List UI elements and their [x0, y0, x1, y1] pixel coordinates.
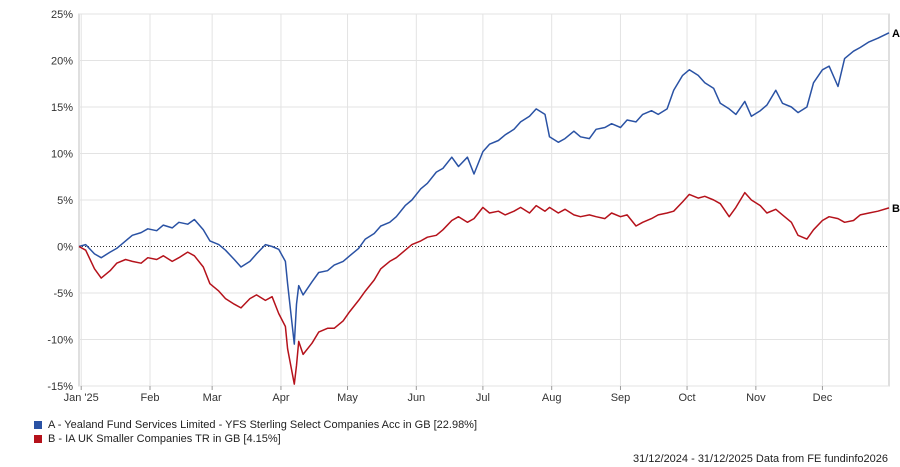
legend-label-a: A - Yealand Fund Services Limited - YFS …	[48, 419, 478, 431]
chart-footer: 31/12/2024 - 31/12/2025 Data from FE fun…	[632, 453, 888, 465]
legend-item-b: B - IA UK Smaller Companies TR in GB [4.…	[34, 432, 477, 446]
y-tick-label: -10%	[47, 335, 73, 347]
y-tick-label: 0%	[57, 242, 73, 254]
x-tick-label: May	[337, 392, 358, 404]
x-tick-label: Mar	[203, 392, 222, 404]
y-tick-label: 15%	[51, 102, 73, 114]
performance-line-chart: -15% -10% -5% 0% 5% 10% 15% 20% 25% Jan '25 Feb Mar…	[47, 9, 900, 404]
series-line-b	[78, 191, 890, 385]
x-tick-label: Jun	[407, 392, 425, 404]
x-tick-label: Feb	[141, 392, 160, 404]
x-tick-label: Jan '25	[64, 392, 99, 404]
chart-legend: A - Yealand Fund Services Limited - YFS …	[34, 418, 477, 446]
y-tick-label: 25%	[51, 9, 73, 21]
legend-item-a: A - Yealand Fund Services Limited - YFS …	[34, 418, 477, 432]
legend-swatch-a	[34, 421, 42, 429]
y-tick-label: 5%	[57, 195, 73, 207]
x-tick-label: Jul	[476, 392, 490, 404]
y-tick-label: -15%	[47, 381, 73, 393]
y-tick-label: 20%	[51, 56, 73, 68]
x-tick-label: Oct	[678, 392, 695, 404]
legend-label-b: B - IA UK Smaller Companies TR in GB [4.…	[48, 433, 281, 445]
legend-swatch-b	[34, 435, 42, 443]
x-tick-label: Sep	[611, 392, 631, 404]
x-tick-label: Dec	[813, 392, 833, 404]
x-tick-label: Apr	[272, 392, 289, 404]
x-tick-label: Nov	[746, 392, 766, 404]
series-end-label-b: B	[892, 203, 900, 215]
y-tick-label: -5%	[53, 288, 73, 300]
x-tick-label: Aug	[542, 392, 562, 404]
y-tick-label: 10%	[51, 149, 73, 161]
series-line-a	[78, 32, 890, 345]
series-end-label-a: A	[892, 28, 900, 40]
